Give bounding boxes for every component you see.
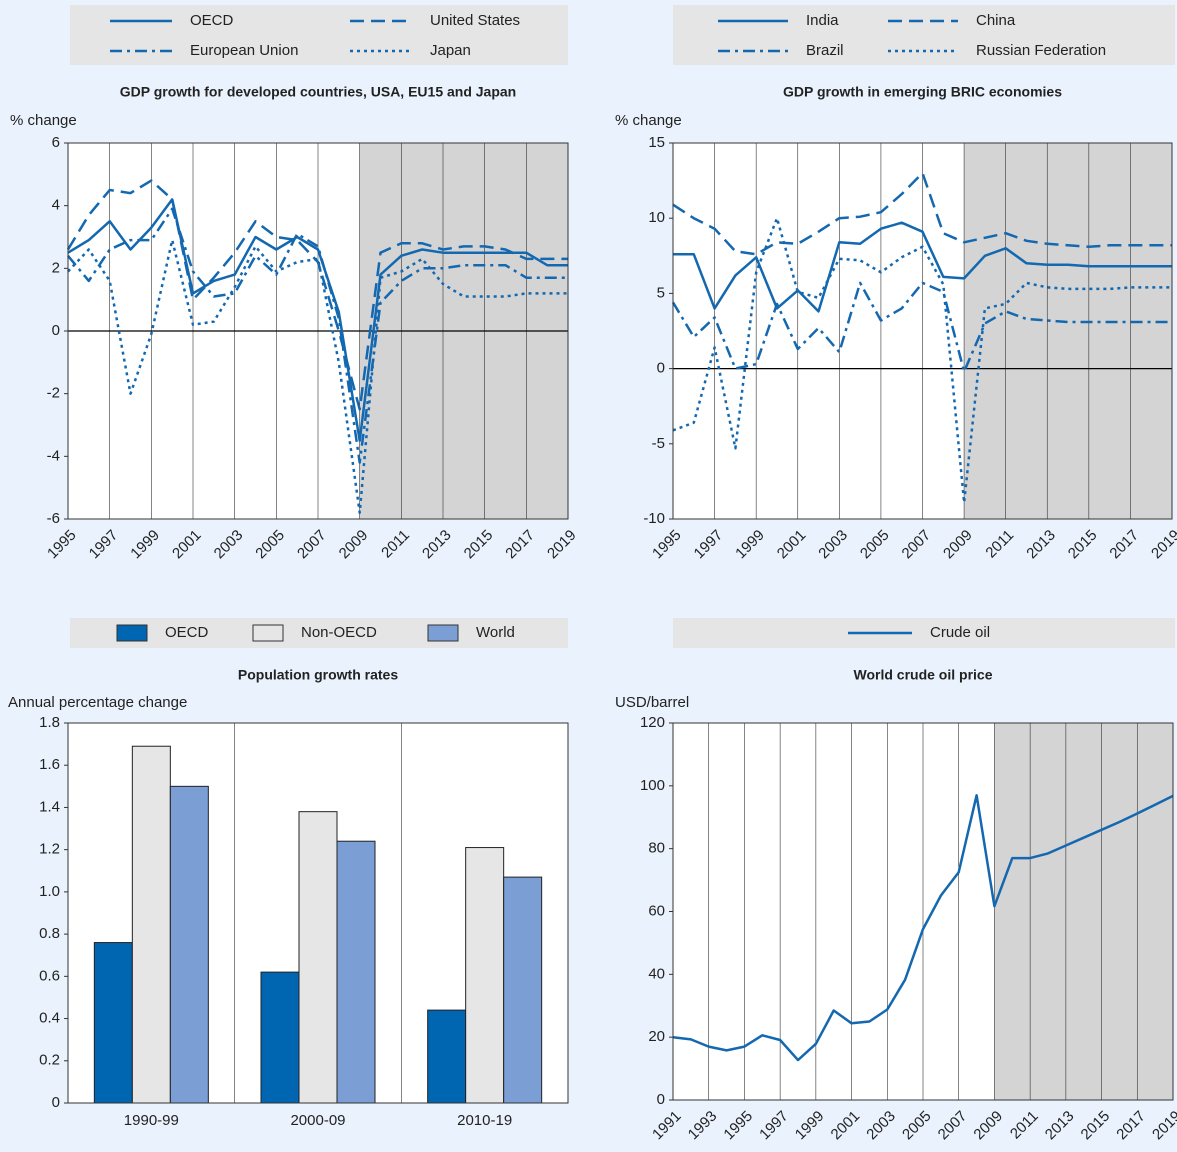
series-line <box>67 207 568 464</box>
legend-swatch <box>116 624 148 642</box>
legend-label: Crude oil <box>930 624 990 641</box>
legend-label: OECD <box>165 624 209 641</box>
legend-label: Brazil <box>806 42 844 59</box>
y-tick-label: 40 <box>648 965 665 982</box>
y-tick-label: -4 <box>47 447 60 464</box>
y-tick-label: -10 <box>643 510 665 527</box>
series-line <box>672 171 1172 256</box>
bar <box>427 1009 467 1104</box>
bar <box>503 876 543 1104</box>
chart-title: GDP growth in emerging BRIC economies <box>783 84 1062 100</box>
y-tick-label: 4 <box>52 197 60 214</box>
legend-box <box>70 618 568 648</box>
series-line <box>67 238 568 514</box>
y-tick-label: 5 <box>657 284 665 301</box>
plot-frame <box>67 722 569 1104</box>
bar <box>169 785 209 1104</box>
y-tick-label: 60 <box>648 902 665 919</box>
series-line <box>671 281 1172 373</box>
bar <box>336 840 376 1104</box>
series-line <box>672 794 1174 1062</box>
legend-label: Non-OECD <box>301 624 377 641</box>
y-tick-label: -2 <box>47 385 60 402</box>
y-tick-label: 100 <box>640 777 665 794</box>
x-tick-label: 1990-99 <box>124 1112 179 1129</box>
bar <box>260 971 300 1104</box>
y-tick-label: -6 <box>47 510 60 527</box>
y-tick-label: 1.6 <box>39 756 60 773</box>
y-tick-label: 0.4 <box>39 1010 60 1027</box>
y-tick-label: 0 <box>657 1091 665 1108</box>
legend-label: India <box>806 12 839 29</box>
series-line <box>673 221 1172 313</box>
legend-swatch <box>252 624 284 642</box>
projection-shade <box>994 723 1173 1100</box>
y-tick-label: 0.2 <box>39 1052 60 1069</box>
plot-frame <box>672 142 1173 520</box>
y-axis-label: % change <box>615 112 682 129</box>
legend-box <box>673 5 1175 65</box>
chart-title: Population growth rates <box>238 667 398 683</box>
y-tick-label: 1.0 <box>39 883 60 900</box>
legend-label: Russian Federation <box>976 42 1106 59</box>
x-tick-label: 2000-09 <box>290 1112 345 1129</box>
legend-label: United States <box>430 12 520 29</box>
y-tick-label: 6 <box>52 134 60 151</box>
y-tick-label: 1.2 <box>39 841 60 858</box>
y-tick-label: 15 <box>648 134 665 151</box>
plot-frame <box>672 722 1174 1101</box>
y-axis-label: % change <box>10 112 77 129</box>
legend-label: World <box>476 624 515 641</box>
legend-box <box>673 618 1175 648</box>
bar <box>298 811 338 1104</box>
chart-title: World crude oil price <box>854 667 993 683</box>
x-tick-label: 2010-19 <box>457 1112 512 1129</box>
legend-label: China <box>976 12 1016 29</box>
y-axis-label: USD/barrel <box>615 694 689 711</box>
bar <box>465 847 505 1104</box>
y-tick-label: 80 <box>648 840 665 857</box>
y-tick-label: 20 <box>648 1028 665 1045</box>
legend-label: European Union <box>190 42 298 59</box>
y-tick-label: 0 <box>657 360 665 377</box>
legend-label: OECD <box>190 12 234 29</box>
y-tick-label: 0 <box>52 322 60 339</box>
y-tick-label: 0 <box>52 1094 60 1111</box>
y-tick-label: 10 <box>648 209 665 226</box>
series-line <box>67 198 568 442</box>
bar <box>131 745 171 1104</box>
y-tick-label: -5 <box>652 435 665 452</box>
y-tick-label: 120 <box>640 714 665 731</box>
projection-shade <box>964 143 1172 519</box>
legend-swatch <box>427 624 459 642</box>
y-tick-label: 0.6 <box>39 967 60 984</box>
y-tick-label: 0.8 <box>39 925 60 942</box>
y-tick-label: 1.8 <box>39 714 60 731</box>
y-tick-label: 1.4 <box>39 798 60 815</box>
y-tick-label: 2 <box>52 259 60 276</box>
y-axis-label: Annual percentage change <box>8 694 187 711</box>
bar <box>93 942 133 1104</box>
legend-label: Japan <box>430 42 471 59</box>
series-line <box>672 216 1172 504</box>
legend-box <box>70 5 568 65</box>
plot-frame <box>67 142 569 520</box>
chart-title: GDP growth for developed countries, USA,… <box>120 84 516 100</box>
